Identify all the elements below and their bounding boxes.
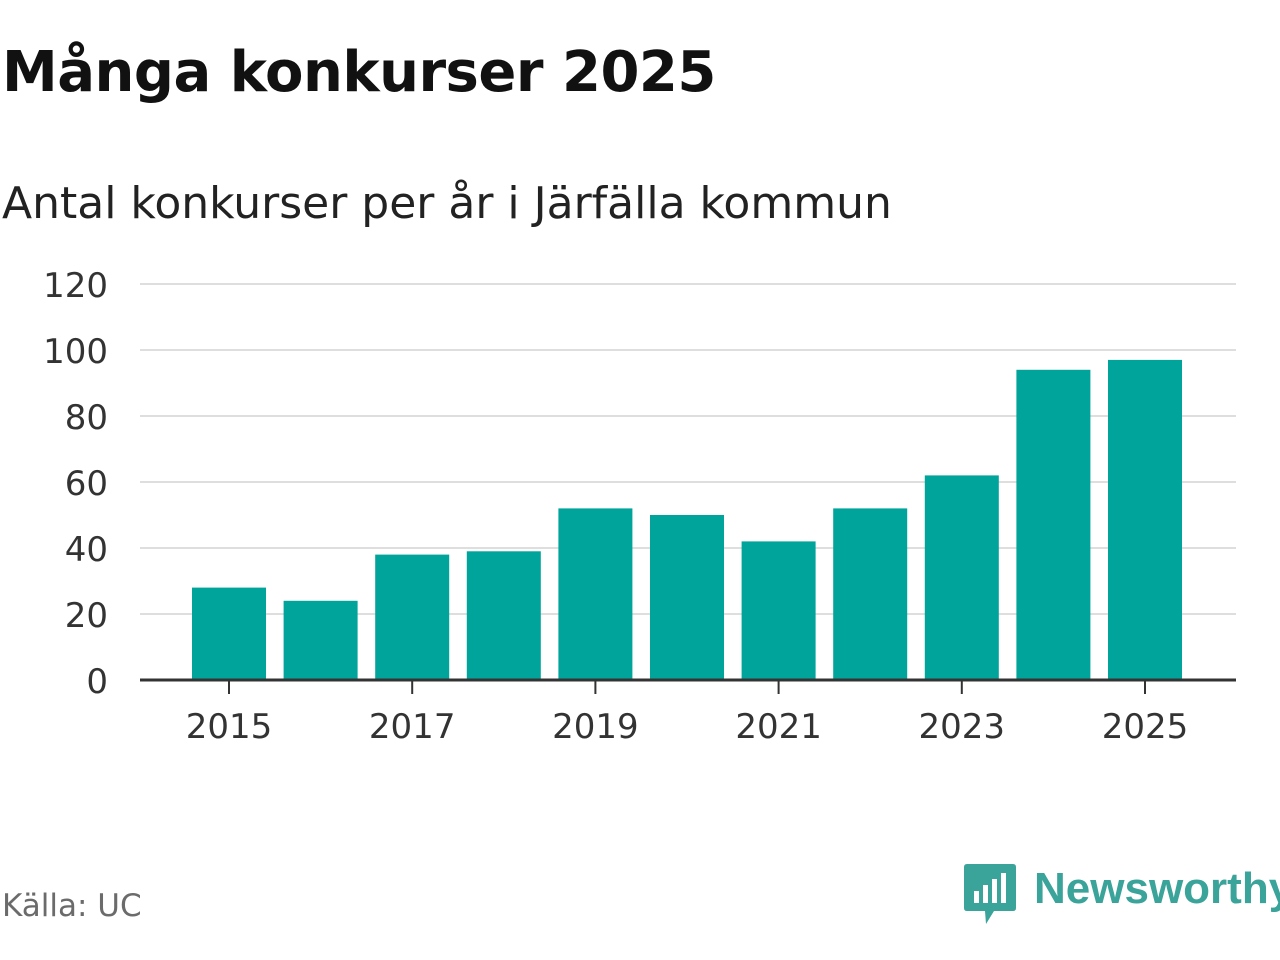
x-axis-ticks: 2015 2017 2019 2021 2023 2025 [186,680,1189,747]
bar-2016 [283,600,358,680]
x-tick-label: 2021 [735,707,822,747]
bar-2018 [466,551,541,680]
brand-name: Newsworthy [1034,864,1280,913]
bars [192,359,1182,680]
bar-2015 [192,587,266,680]
bar-2023 [924,475,999,680]
y-axis-ticks: 0 20 40 60 80 100 120 [43,266,108,702]
bar-2022 [833,508,908,680]
brand-logo: Newsworthy [964,864,1280,928]
y-tick-label: 40 [65,530,108,570]
source-note: Källa: UC [2,888,142,924]
x-tick-label: 2019 [552,707,639,747]
chart-subtitle: Antal konkurser per år i Järfälla kommun [2,178,892,229]
bar-2020 [650,515,724,680]
bar-2021 [741,541,816,680]
y-tick-label: 100 [43,332,108,372]
y-tick-label: 0 [86,662,108,702]
x-tick-label: 2023 [919,707,1006,747]
chart-title: Många konkurser 2025 [2,40,716,105]
bar-2025 [1108,359,1182,680]
x-tick-label: 2017 [369,707,456,747]
bar-2019 [558,508,633,680]
x-tick-label: 2025 [1102,707,1189,747]
y-tick-label: 120 [43,266,108,306]
bar-2017 [375,554,450,680]
x-tick-label: 2015 [186,707,273,747]
newsworthy-logo-icon [964,864,1016,924]
bar-2024 [1016,369,1091,680]
y-tick-label: 80 [65,398,108,438]
y-tick-label: 60 [65,464,108,504]
y-tick-label: 20 [65,596,108,636]
